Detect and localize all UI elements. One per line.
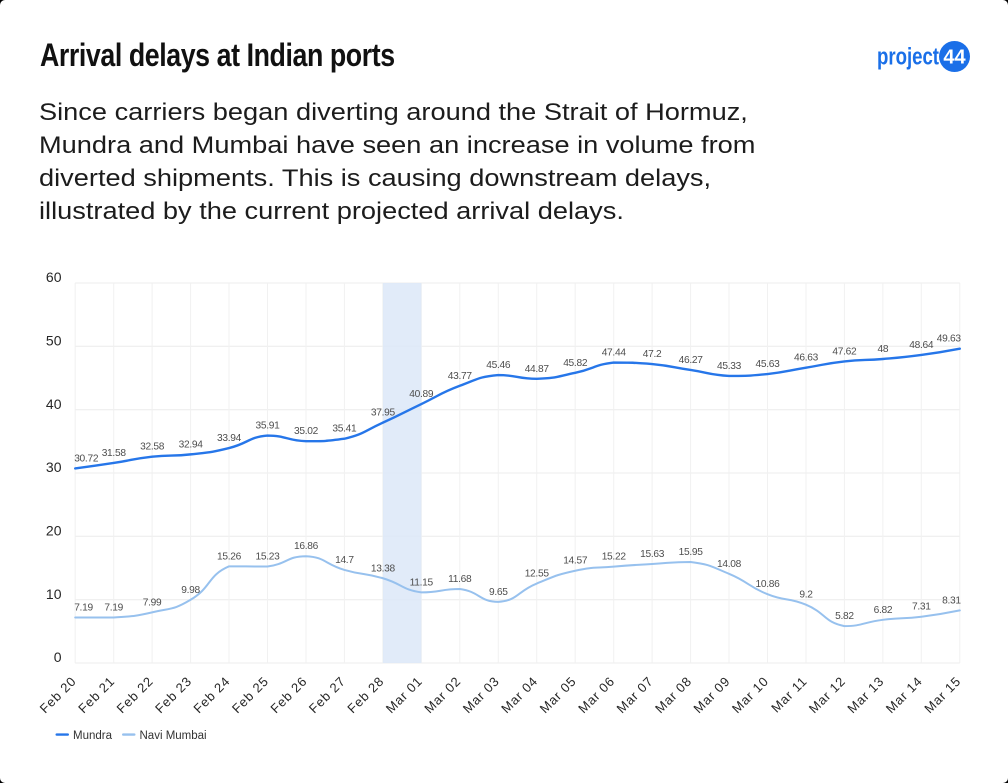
svg-text:47.62: 47.62 (832, 346, 857, 357)
svg-text:35.41: 35.41 (332, 424, 357, 435)
svg-text:Mar 09: Mar 09 (690, 674, 733, 717)
svg-text:10: 10 (46, 586, 62, 602)
svg-text:Navi Mumbai: Navi Mumbai (140, 730, 207, 742)
svg-text:15.22: 15.22 (602, 552, 627, 563)
svg-text:8.31: 8.31 (942, 595, 961, 606)
svg-text:16.86: 16.86 (294, 541, 319, 552)
svg-text:47.44: 47.44 (602, 348, 627, 359)
svg-text:37.95: 37.95 (371, 408, 396, 419)
svg-text:45.33: 45.33 (717, 361, 742, 372)
svg-text:40: 40 (46, 396, 62, 412)
svg-text:15.95: 15.95 (679, 547, 704, 558)
svg-text:33.94: 33.94 (217, 433, 242, 444)
svg-text:11.15: 11.15 (410, 577, 434, 588)
svg-text:9.65: 9.65 (489, 587, 508, 598)
svg-text:Mar 14: Mar 14 (883, 674, 926, 717)
svg-text:47.2: 47.2 (643, 349, 662, 360)
svg-text:6.82: 6.82 (874, 605, 893, 616)
svg-text:9.2: 9.2 (799, 590, 813, 601)
svg-text:45.46: 45.46 (486, 360, 511, 371)
svg-text:13.38: 13.38 (371, 563, 396, 574)
svg-text:46.27: 46.27 (679, 355, 704, 366)
svg-text:15.26: 15.26 (217, 551, 242, 562)
svg-text:14.57: 14.57 (563, 556, 588, 567)
svg-text:49.63: 49.63 (937, 334, 962, 345)
svg-text:Mar 06: Mar 06 (575, 674, 618, 717)
svg-text:0: 0 (54, 649, 62, 665)
svg-text:40.89: 40.89 (409, 389, 434, 400)
svg-text:44.87: 44.87 (525, 364, 550, 375)
svg-text:9.98: 9.98 (181, 585, 200, 596)
svg-text:7.19: 7.19 (74, 603, 93, 614)
svg-text:30.72: 30.72 (74, 453, 99, 464)
svg-text:project: project (877, 44, 939, 71)
svg-text:Feb 21: Feb 21 (75, 674, 118, 717)
svg-text:Mar 03: Mar 03 (460, 674, 503, 717)
svg-text:Mar 07: Mar 07 (614, 674, 657, 717)
svg-text:50: 50 (46, 333, 62, 349)
svg-text:Mar 08: Mar 08 (652, 674, 695, 717)
svg-text:Feb 20: Feb 20 (37, 674, 80, 717)
svg-text:43.77: 43.77 (448, 371, 473, 382)
svg-text:Feb 27: Feb 27 (306, 674, 349, 717)
svg-text:Feb 28: Feb 28 (344, 674, 387, 717)
svg-text:Feb 26: Feb 26 (267, 674, 310, 717)
svg-text:45.82: 45.82 (563, 358, 588, 369)
svg-text:Feb 24: Feb 24 (190, 674, 233, 717)
svg-text:15.23: 15.23 (256, 552, 281, 563)
svg-text:60: 60 (46, 269, 62, 285)
svg-text:46.63: 46.63 (794, 353, 819, 364)
svg-text:Mar 15: Mar 15 (921, 674, 964, 717)
svg-text:Mundra: Mundra (73, 730, 113, 742)
svg-text:30: 30 (46, 459, 62, 475)
svg-text:11.68: 11.68 (448, 574, 472, 585)
svg-text:14.7: 14.7 (335, 555, 354, 566)
svg-text:Mar 04: Mar 04 (498, 674, 541, 717)
svg-text:32.94: 32.94 (179, 439, 204, 450)
svg-text:Mar 13: Mar 13 (844, 674, 887, 717)
svg-text:Mar 02: Mar 02 (421, 674, 464, 717)
svg-text:44: 44 (943, 47, 966, 69)
svg-text:7.99: 7.99 (143, 597, 162, 608)
svg-text:45.63: 45.63 (756, 359, 781, 370)
svg-text:48: 48 (878, 344, 889, 355)
svg-text:32.58: 32.58 (140, 442, 165, 453)
svg-text:14.08: 14.08 (717, 559, 742, 570)
svg-text:Mar 10: Mar 10 (729, 674, 772, 717)
svg-text:35.91: 35.91 (256, 421, 281, 432)
svg-text:10.86: 10.86 (756, 579, 781, 590)
svg-text:Mar 11: Mar 11 (768, 674, 810, 716)
svg-text:7.31: 7.31 (912, 602, 931, 613)
svg-text:Mar 01: Mar 01 (383, 674, 426, 717)
svg-text:Feb 23: Feb 23 (152, 674, 195, 717)
svg-text:35.02: 35.02 (294, 426, 319, 437)
svg-text:Feb 22: Feb 22 (113, 674, 156, 717)
svg-text:7.19: 7.19 (104, 603, 123, 614)
svg-text:Mar 12: Mar 12 (806, 674, 849, 717)
svg-text:48.64: 48.64 (909, 340, 934, 351)
svg-text:31.58: 31.58 (102, 448, 127, 459)
svg-text:Mar 05: Mar 05 (537, 674, 580, 717)
svg-text:Feb 25: Feb 25 (229, 674, 272, 717)
svg-text:12.55: 12.55 (525, 569, 550, 580)
svg-text:20: 20 (46, 523, 62, 539)
svg-text:5.82: 5.82 (835, 611, 854, 622)
svg-text:15.63: 15.63 (640, 549, 665, 560)
